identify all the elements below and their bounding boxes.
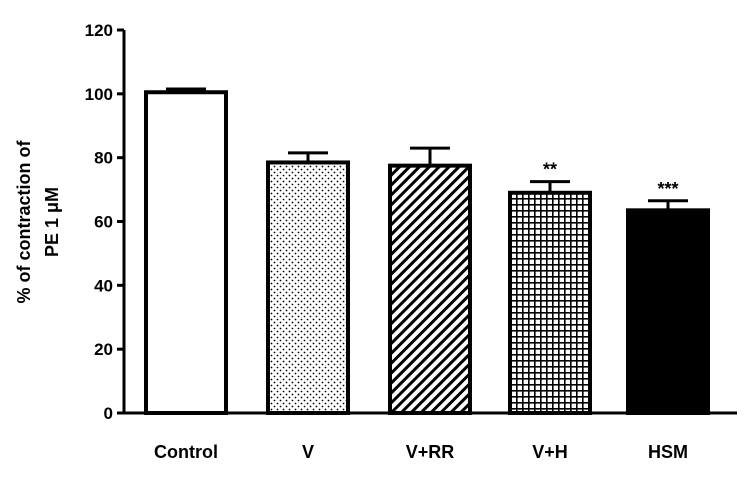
y-tick-label: 0 [104, 404, 113, 423]
y-axis-title-line2: PE 1 μM [42, 187, 62, 257]
bar-v-rr [388, 163, 472, 415]
y-axis-title-line1: % of contraction of [14, 140, 34, 304]
x-category-label: HSM [648, 442, 688, 462]
bar-v [266, 160, 350, 415]
significance-label: ** [543, 160, 557, 180]
y-axis-ticks: 0 20 40 60 80 100 120 [85, 21, 124, 423]
y-tick-label: 120 [85, 21, 113, 40]
x-category-label: V+RR [406, 442, 455, 462]
y-tick-label: 80 [94, 149, 113, 168]
y-tick-label: 20 [94, 340, 113, 359]
bar-v-h [508, 190, 592, 415]
x-category-label: Control [154, 442, 218, 462]
bar-hsm [626, 208, 710, 415]
x-category-label: V [302, 442, 314, 462]
y-axis-title: % of contraction of PE 1 μM [14, 140, 62, 304]
x-axis-labels: Control V V+RR V+H HSM [154, 442, 688, 462]
x-category-label: V+H [532, 442, 568, 462]
significance-label: *** [657, 179, 678, 199]
bars [144, 90, 710, 416]
y-tick-label: 100 [85, 85, 113, 104]
y-tick-label: 40 [94, 276, 113, 295]
significance-annotations: ***** [543, 160, 679, 199]
bar-control [144, 90, 228, 416]
y-tick-label: 60 [94, 213, 113, 232]
